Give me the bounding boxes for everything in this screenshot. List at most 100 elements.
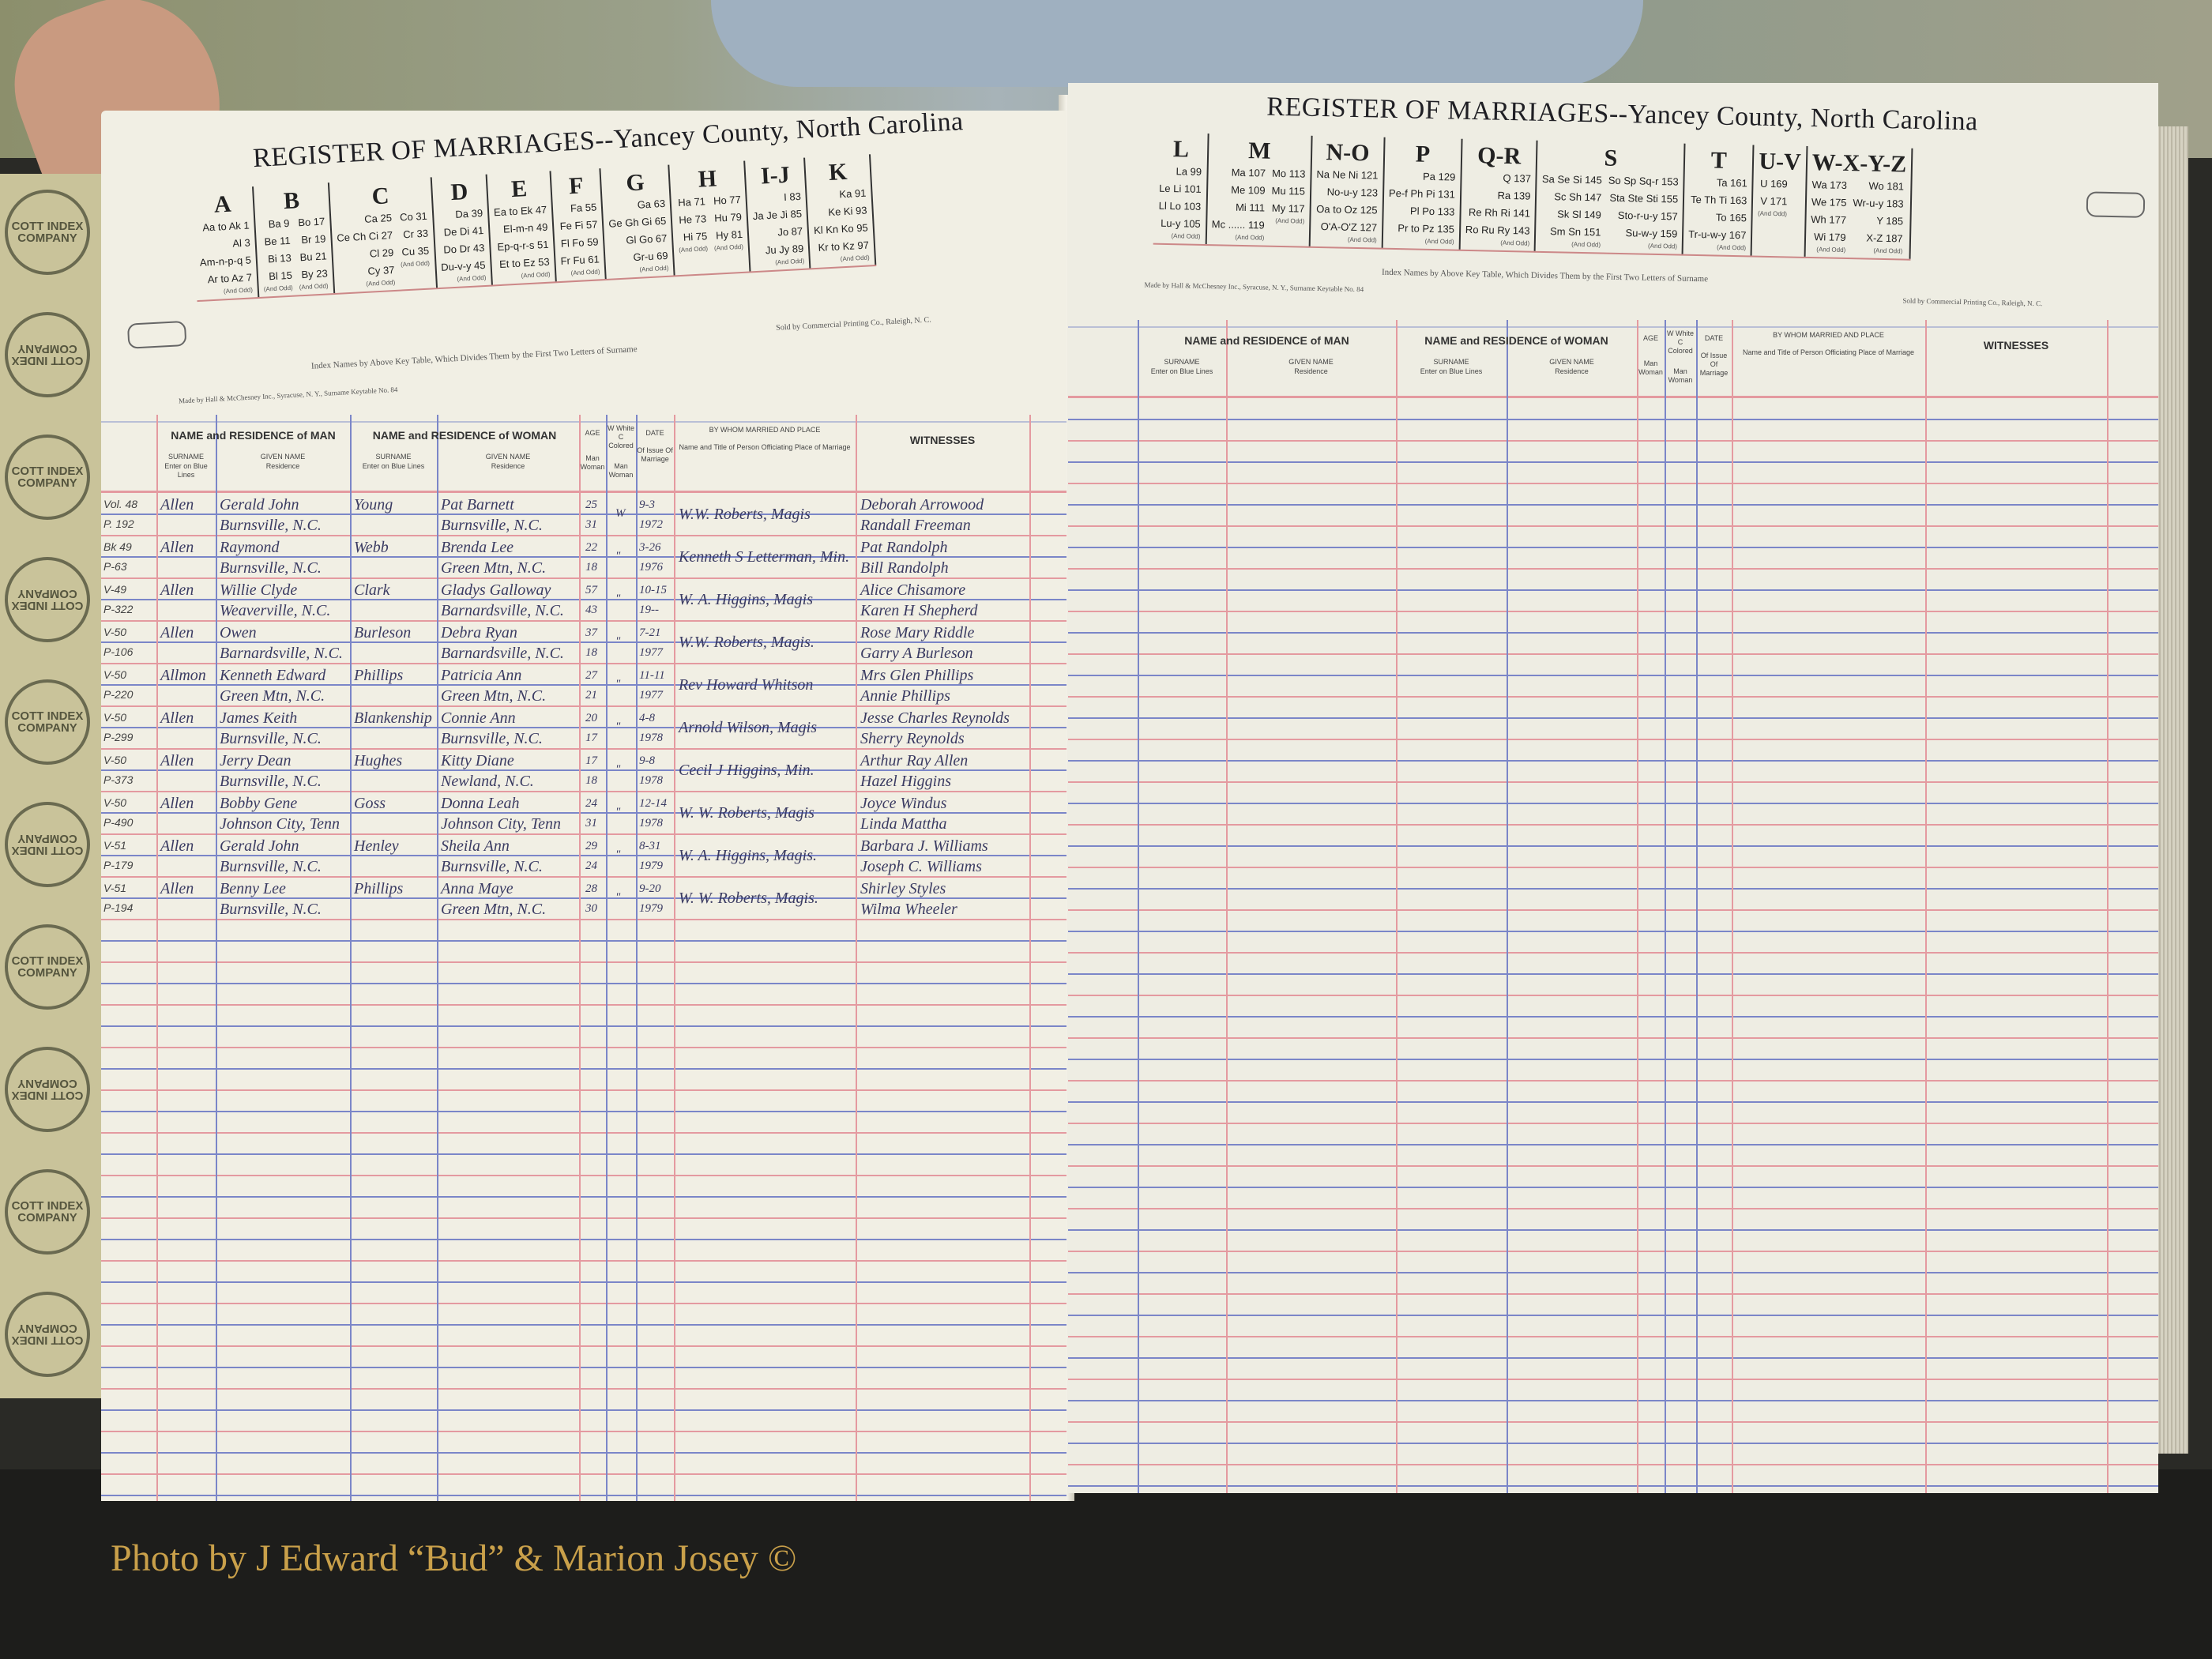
woman-surname: Blankenship <box>354 709 432 727</box>
woman-given-name: Gladys Galloway <box>441 581 551 599</box>
key-entries: Ca 25 Ce Ch Ci 27 Cl 29 Cy 37 (And Odd) Co 31… <box>336 208 431 290</box>
key-entry: Br 19 <box>300 232 326 246</box>
witness: Joyce Windus <box>860 795 947 812</box>
and-odd-note: (And Odd) <box>400 259 431 269</box>
key-subcolumn: Da 39 De Di 41 Do Dr 43 Du-v-y 45 (And Odd) <box>438 205 487 284</box>
column-divider <box>606 415 608 1501</box>
and-odd-note: (And Odd) <box>1647 242 1678 250</box>
age-sub: Man Woman <box>580 454 605 471</box>
and-odd-note: (And Odd) <box>1235 233 1265 242</box>
man-given-name: Jerry Dean <box>220 752 292 769</box>
man-surname-header: SURNAME <box>1164 358 1200 366</box>
key-entry: Mi 111 <box>1235 201 1266 214</box>
witness: Sherry Reynolds <box>860 730 965 747</box>
woman-given-header: GIVEN NAME <box>1549 358 1594 366</box>
key-subcolumn: Ea to Ek 47 El-m-n 49 Ep-q-r-s 51 Et to Ez … <box>494 201 551 281</box>
race: " <box>615 592 621 605</box>
key-entry: Fa 55 <box>570 201 597 215</box>
key-entry: Ll Lo 103 <box>1158 199 1202 213</box>
cott-index-seal-logo: COTT INDEX COMPANY <box>5 1169 90 1255</box>
race-sub: Man Woman <box>1668 367 1693 384</box>
marriage-date: 9-8 <box>639 754 655 767</box>
woman-surname: Hughes <box>354 752 403 769</box>
officiant-sub: Name and Title of Person Officiating Pla… <box>1743 348 1914 356</box>
man-surname: Allen <box>160 795 194 812</box>
age-man: 25 <box>585 498 597 511</box>
woman-residence: Johnson City, Tenn <box>441 815 562 833</box>
witness: Hazel Higgins <box>860 773 951 790</box>
marriage-date: 8-31 <box>639 840 661 852</box>
key-column: P Pa 129 Pe-f Ph Pi 131 Pl Po 133 Pr to Pz 1… <box>1382 137 1463 250</box>
witnesses-header: WITNESSES <box>909 434 976 446</box>
page-edges <box>2157 126 2188 1454</box>
marriage-date: 10-15 <box>639 584 667 596</box>
key-letter: I-J <box>760 161 791 190</box>
man-header: NAME and RESIDENCE of MAN <box>1184 334 1349 347</box>
column-divider <box>1637 320 1638 1493</box>
age-man: 27 <box>585 669 597 682</box>
woman-given-header: GIVEN NAME <box>485 453 531 461</box>
key-entry: Lu-y 105 <box>1161 216 1201 230</box>
man-surname-sub: Enter on Blue Lines <box>1150 367 1213 375</box>
key-entry: Fe Fi 57 <box>559 218 598 232</box>
record-reference: P-490 <box>103 816 134 829</box>
ruled-lines <box>1068 399 2158 1493</box>
key-entry: Be 11 <box>264 234 291 248</box>
man-surname: Allen <box>160 581 194 599</box>
man-given-name: Benny Lee <box>220 880 286 897</box>
and-odd-note: (And Odd) <box>1571 240 1601 249</box>
cott-index-seal-logo: COTT INDEX COMPANY <box>5 802 90 887</box>
woman-header: NAME and RESIDENCE of WOMAN <box>372 429 557 442</box>
and-odd-note: (And Odd) <box>299 282 329 292</box>
cott-index-seal-logo: COTT INDEX COMPANY <box>5 679 90 765</box>
woman-residence: Burnsville, N.C. <box>441 730 543 747</box>
age-man: 29 <box>585 840 597 852</box>
header-rule <box>1068 396 2158 398</box>
and-odd-note: (And Odd) <box>840 254 870 263</box>
woman-residence: Green Mtn, N.C. <box>441 559 547 577</box>
key-entry: Sc Sh 147 <box>1554 190 1602 204</box>
record-reference: V-50 <box>103 668 127 681</box>
age-woman: 31 <box>585 817 597 830</box>
and-odd-note: (And Odd) <box>1873 246 1903 255</box>
column-divider <box>579 415 581 1501</box>
cott-index-seal-logo: COTT INDEX COMPANY <box>5 924 90 1010</box>
key-column: I-J I 83 Ja Je Ji 85 Jo 87 Ju Jy 89 (And Odd) <box>745 157 811 272</box>
record-reference: V-50 <box>103 711 127 724</box>
date-header: DATE <box>1704 334 1724 342</box>
witness: Shirley Styles <box>860 880 946 897</box>
age-woman: 43 <box>585 604 597 616</box>
marriage-date: 1977 <box>639 646 663 659</box>
marriage-date: 1978 <box>639 774 663 787</box>
key-entry: Sm Sn 151 <box>1549 225 1601 239</box>
seller-note: Sold by Commercial Printing Co., Raleigh… <box>1902 296 2043 308</box>
woman-surname-header: SURNAME <box>375 453 412 461</box>
officiant: Kenneth S Letterman, Min. <box>679 548 850 566</box>
woman-surname: Henley <box>354 837 399 855</box>
record-reference: P. 192 <box>103 517 134 530</box>
key-column: B Ba 9 Be 11 Bi 13 Bl 15 (And Odd) Bo 17 Br 19 B… <box>254 182 336 297</box>
record-reference: P-373 <box>103 773 134 786</box>
and-odd-note: (And Odd) <box>457 273 487 283</box>
header-rule <box>101 491 1066 493</box>
key-column: A Aa to Ak 1 Al 3 Am-n-p-q 5 Ar to Az 7 (And … <box>191 186 260 301</box>
age-woman: 21 <box>585 689 597 702</box>
maker-note: Made by Hall & McChesney Inc., Syracuse,… <box>178 385 398 405</box>
index-note: Index Names by Above Key Table, Which Di… <box>310 344 638 371</box>
race: " <box>615 891 621 904</box>
woman-surname: Phillips <box>354 667 404 684</box>
key-entry: We 175 <box>1811 196 1847 209</box>
key-entry: Wa 173 <box>1811 179 1848 191</box>
witness: Pat Randolph <box>860 539 948 556</box>
page-title: REGISTER OF MARRIAGES--Yancey County, No… <box>1266 92 1979 137</box>
cott-index-seal-logo: COTT INDEX COMPANY <box>5 557 90 642</box>
photo-credit-watermark: Photo by J Edward “Bud” & Marion Josey © <box>111 1537 797 1579</box>
index-oval <box>126 320 187 349</box>
race: " <box>615 848 621 861</box>
race-header: W White C Colored <box>1666 329 1694 355</box>
marriage-date: 19-- <box>639 604 659 616</box>
column-divider <box>1226 320 1228 1493</box>
age-man: 24 <box>585 797 597 810</box>
key-entries: I 83 Ja Je Ji 85 Jo 87 Ju Jy 89 (And Odd) <box>751 188 805 268</box>
and-odd-note: (And Odd) <box>1171 232 1201 240</box>
